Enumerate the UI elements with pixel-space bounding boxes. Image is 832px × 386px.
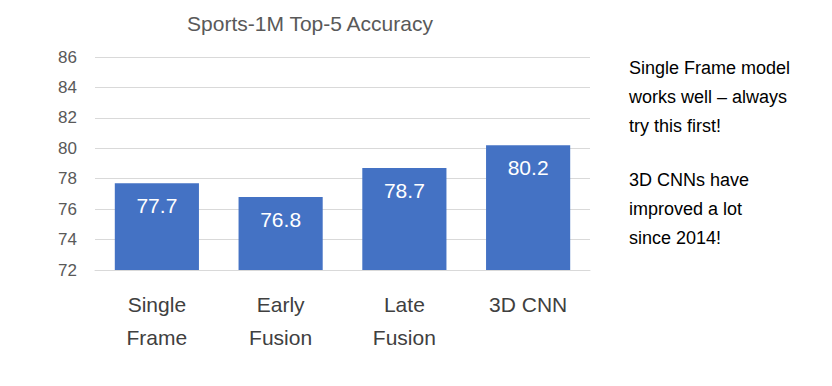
svg-text:78: 78 — [58, 169, 77, 188]
svg-text:since 2014!: since 2014! — [629, 228, 721, 248]
svg-text:Early: Early — [257, 293, 305, 316]
svg-text:78.7: 78.7 — [384, 179, 425, 202]
svg-text:84: 84 — [58, 78, 77, 97]
svg-text:3D CNNs have: 3D CNNs have — [629, 170, 749, 190]
svg-text:82: 82 — [58, 108, 77, 127]
svg-text:Frame: Frame — [127, 326, 188, 349]
svg-text:74: 74 — [58, 230, 77, 249]
svg-text:80.2: 80.2 — [508, 156, 549, 179]
svg-text:Sports-1M Top-5 Accuracy: Sports-1M Top-5 Accuracy — [187, 12, 433, 35]
svg-text:Single: Single — [128, 293, 186, 316]
svg-text:3D CNN: 3D CNN — [489, 293, 567, 316]
svg-text:80: 80 — [58, 139, 77, 158]
svg-text:Late: Late — [384, 293, 425, 316]
svg-text:improved a lot: improved a lot — [629, 199, 742, 219]
svg-text:77.7: 77.7 — [136, 194, 177, 217]
svg-text:Fusion: Fusion — [249, 326, 312, 349]
svg-text:Single Frame model: Single Frame model — [629, 58, 790, 78]
svg-text:76.8: 76.8 — [260, 208, 301, 231]
svg-text:86: 86 — [58, 48, 77, 67]
svg-text:works well – always: works well – always — [628, 87, 787, 107]
svg-text:Fusion: Fusion — [373, 326, 436, 349]
svg-text:72: 72 — [58, 261, 77, 280]
svg-text:76: 76 — [58, 200, 77, 219]
svg-text:try this first!: try this first! — [629, 116, 721, 136]
